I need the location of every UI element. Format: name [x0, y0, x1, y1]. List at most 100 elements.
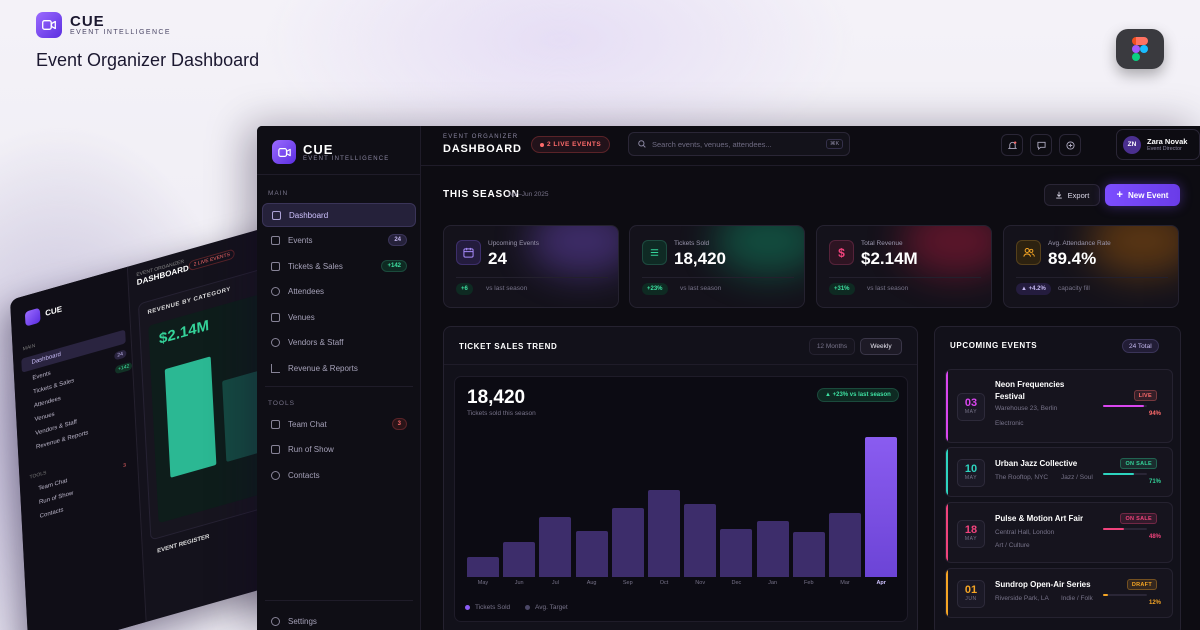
- chart-bar[interactable]: [684, 504, 717, 577]
- event-card[interactable]: 01 JUN Sundrop Open-Air Series Riverside Pa…: [945, 568, 1173, 618]
- event-name: Urban Jazz Collective: [995, 459, 1078, 468]
- sidebar-item-label: Vendors & Staff: [288, 337, 344, 347]
- chart-bar[interactable]: [829, 512, 861, 577]
- chart-bar[interactable]: [611, 508, 644, 577]
- calendar-icon: [456, 240, 481, 265]
- event-status-badge: ON SALE: [1120, 513, 1157, 524]
- figma-icon[interactable]: [1116, 29, 1164, 69]
- event-card[interactable]: 03 MAY Neon Frequencies Festival Warehouse …: [945, 369, 1173, 443]
- stat-value: $2.14M: [861, 249, 918, 268]
- page-heading: Event Organizer Dashboard: [36, 50, 260, 70]
- user-menu[interactable]: ZN Zara Novak Event Director: [1116, 129, 1200, 160]
- stat-card-tickets-sold[interactable]: Tickets Sold 18,420 +23% vs last season: [629, 225, 805, 308]
- preview-revenue-bar: [164, 356, 217, 478]
- chart-bar[interactable]: [503, 542, 536, 577]
- calendar-icon: [271, 235, 280, 245]
- toggle-12-months[interactable]: 12 Months: [809, 338, 855, 355]
- sidebar-item-label: Team Chat: [288, 419, 327, 429]
- gear-icon: [271, 616, 280, 626]
- new-event-button[interactable]: + New Event: [1105, 184, 1180, 206]
- event-progress-bar: [1103, 473, 1147, 475]
- event-fill-percent: 71%: [1148, 479, 1161, 485]
- header-kicker: EVENT ORGANIZER: [443, 134, 519, 140]
- chart-x-label: Aug: [586, 580, 597, 586]
- dashboard-window: CUE EVENT INTELLIGENCE MAIN Dashboard Ev…: [257, 126, 1200, 630]
- section-label-main: MAIN: [268, 190, 289, 197]
- progress-fill: [1103, 594, 1109, 596]
- event-venue: Central Hall, London: [995, 529, 1055, 536]
- preview-nav-item: Events: [32, 370, 51, 382]
- legend-item: Avg. Target: [525, 604, 568, 611]
- stat-value: 18,420: [674, 249, 726, 268]
- export-button[interactable]: Export: [1044, 184, 1100, 206]
- bell-icon: [1007, 140, 1017, 149]
- chart-bar[interactable]: [575, 530, 608, 577]
- stat-change-badge: +6: [456, 283, 473, 295]
- event-month: MAY: [964, 409, 978, 415]
- chart-bar[interactable]: [648, 490, 680, 577]
- preview-register-title: EVENT REGISTER: [156, 533, 210, 555]
- messages-button[interactable]: [1030, 134, 1052, 156]
- chart-bar[interactable]: [720, 529, 753, 577]
- home-icon: [271, 312, 280, 322]
- notifications-button[interactable]: [1001, 134, 1023, 156]
- sidebar-item-venues[interactable]: Venues: [262, 305, 416, 329]
- preview-revenue-value: $2.14M: [158, 316, 210, 348]
- chart-bar[interactable]: [756, 521, 789, 577]
- stat-card-total-revenue[interactable]: $ Total Revenue $2.14M +31% vs last seas…: [816, 225, 992, 308]
- download-icon: [1055, 191, 1062, 199]
- user-role: Event Director: [1147, 146, 1182, 152]
- event-name: Neon Frequencies Festival: [995, 380, 1065, 401]
- search-bar[interactable]: ⌘K: [628, 132, 850, 156]
- sidebar-item-revenue-reports[interactable]: Revenue & Reports: [262, 356, 416, 380]
- event-genre: Electronic: [995, 420, 1024, 427]
- stat-card-upcoming-events[interactable]: Upcoming Events 24 +6 vs last season: [443, 225, 619, 308]
- sidebar-item-tickets-sales[interactable]: Tickets & Sales +142: [262, 254, 416, 278]
- event-genre: Indie / Folk: [1061, 595, 1093, 602]
- camera-logo-icon: [36, 12, 62, 38]
- chat-icon: [271, 419, 280, 429]
- list-icon: [271, 444, 280, 454]
- event-card[interactable]: 10 MAY Urban Jazz Collective The Rooftop, N…: [945, 447, 1173, 497]
- sidebar-item-team-chat[interactable]: Team Chat 3: [262, 412, 416, 436]
- sidebar-item-attendees[interactable]: Attendees: [262, 279, 416, 303]
- sidebar-brand[interactable]: CUE EVENT INTELLIGENCE: [272, 140, 390, 164]
- chart-bar[interactable]: [467, 557, 499, 577]
- sidebar-item-vendors-staff[interactable]: Vendors & Staff: [262, 330, 416, 354]
- preview-nav-badge: 24: [114, 349, 127, 361]
- progress-fill: [1103, 405, 1145, 407]
- sidebar-item-contacts[interactable]: Contacts: [262, 463, 416, 487]
- event-venue: Riverside Park, LA: [995, 595, 1049, 602]
- sidebar-item-label: Settings: [288, 616, 317, 626]
- sidebar-item-settings[interactable]: Settings: [262, 609, 416, 630]
- search-input[interactable]: [652, 139, 820, 149]
- sidebar-item-label: Revenue & Reports: [288, 363, 358, 373]
- event-day: 10: [964, 463, 978, 475]
- stat-card-attendance-rate[interactable]: Avg. Attendance Rate 89.4% ▲ +4.2% capac…: [1003, 225, 1179, 308]
- legend-label: Avg. Target: [535, 604, 568, 611]
- sidebar-item-run-of-show[interactable]: Run of Show: [262, 437, 416, 461]
- list-icon: [642, 240, 667, 265]
- divider: [265, 600, 413, 601]
- search-shortcut: ⌘K: [826, 139, 844, 149]
- chart-bar[interactable]: [539, 516, 572, 577]
- add-button[interactable]: [1059, 134, 1081, 156]
- live-events-badge[interactable]: 2 LIVE EVENTS: [531, 136, 611, 153]
- sidebar-item-label: Attendees: [288, 286, 325, 296]
- sidebar-item-dashboard[interactable]: Dashboard: [262, 203, 416, 227]
- events-count-badge: 24: [388, 234, 407, 246]
- event-status-badge: LIVE: [1133, 390, 1157, 401]
- sidebar-item-events[interactable]: Events 24: [262, 228, 416, 252]
- chart-x-label: Jan: [768, 580, 778, 586]
- card-glow: [528, 226, 618, 276]
- ticket-icon: [271, 261, 280, 271]
- chart-bar[interactable]: [865, 437, 898, 577]
- event-date: 10 MAY: [957, 459, 985, 487]
- chart-bar[interactable]: [792, 532, 825, 577]
- divider: [257, 174, 421, 175]
- toggle-weekly[interactable]: Weekly: [860, 338, 902, 355]
- event-card[interactable]: 18 MAY Pulse & Motion Art Fair Central Hall…: [945, 502, 1173, 563]
- plus-icon: +: [1116, 189, 1123, 201]
- divider: [265, 386, 413, 387]
- stat-note: capacity fill: [1058, 285, 1090, 292]
